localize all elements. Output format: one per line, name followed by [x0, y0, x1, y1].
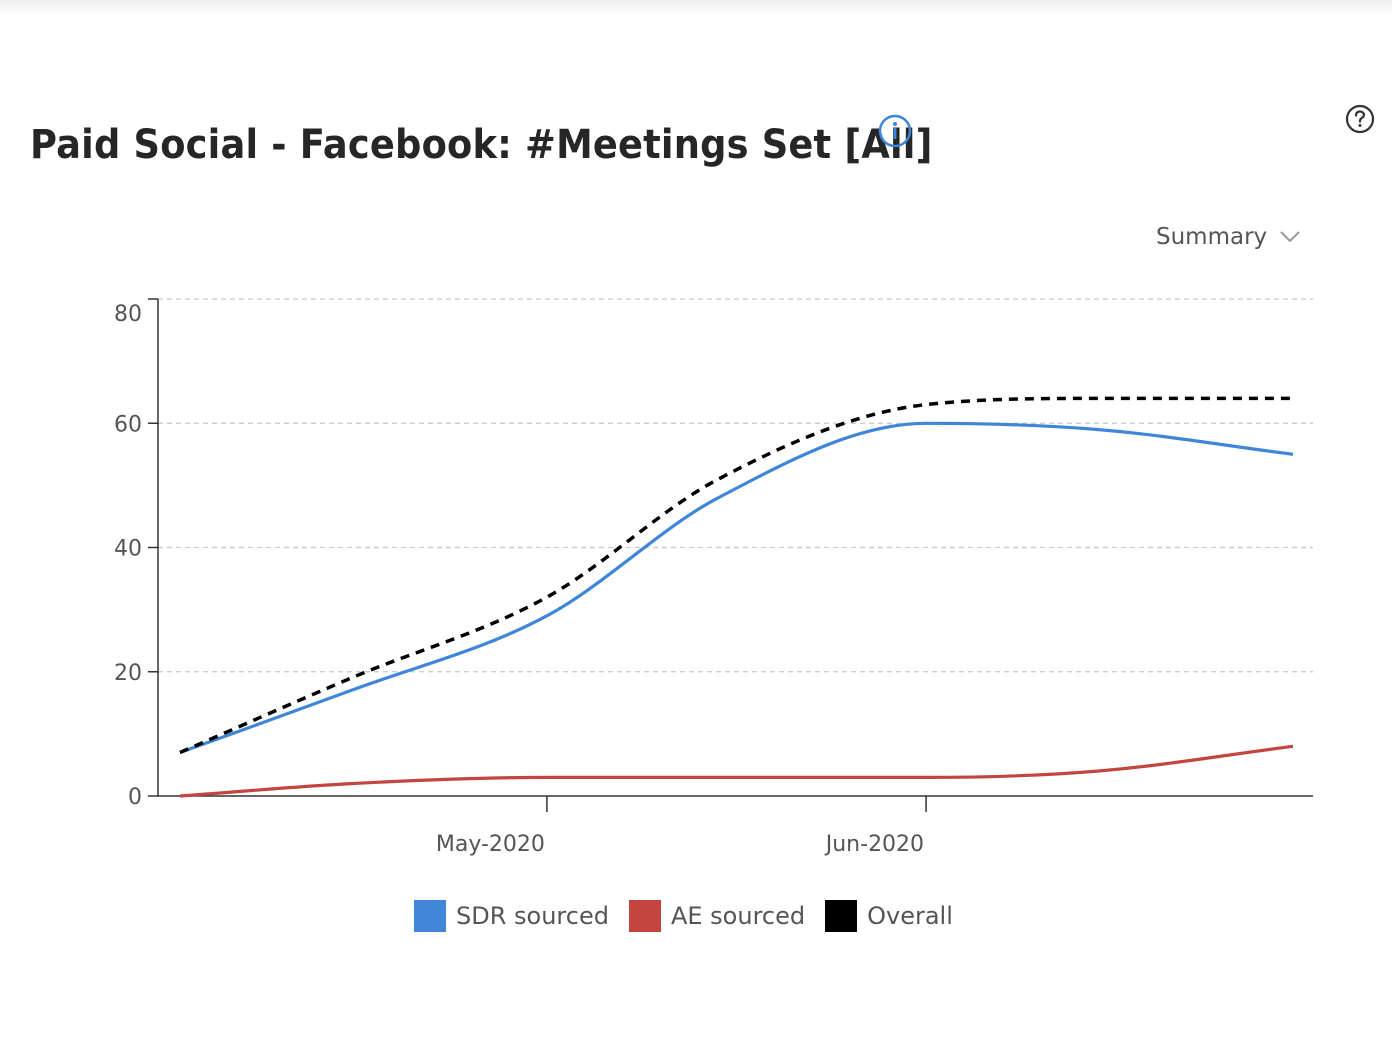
- y-tick-label: 20: [114, 661, 142, 686]
- x-tick-label: Jun-2020: [824, 832, 924, 857]
- series-line-ae-sourced: [179, 744, 1294, 798]
- series-line-overall: [179, 396, 1293, 755]
- y-tick-label: 40: [114, 537, 142, 562]
- chart-legend: SDR sourced AE sourced Overall: [414, 900, 973, 932]
- summary-label: Summary: [1156, 224, 1268, 250]
- legend-label: Overall: [867, 902, 953, 930]
- y-tick-label: 60: [114, 412, 142, 437]
- legend-item-ae-sourced[interactable]: AE sourced: [628, 900, 806, 932]
- info-icon[interactable]: [878, 114, 912, 148]
- legend-swatch: [628, 900, 661, 932]
- chevron-down-icon: [1280, 231, 1300, 243]
- legend-label: AE sourced: [670, 902, 806, 930]
- series-line-sdr-sourced: [179, 421, 1294, 755]
- legend-swatch: [414, 900, 446, 932]
- y-tick-label: 0: [128, 785, 142, 810]
- y-tick-label: 80: [114, 302, 142, 327]
- summary-dropdown[interactable]: Summary: [1156, 220, 1301, 254]
- legend-swatch: [825, 900, 858, 932]
- legend-item-overall[interactable]: Overall: [825, 900, 953, 932]
- legend-item-sdr-sourced[interactable]: SDR sourced: [414, 900, 609, 932]
- top-shadow: [0, 0, 1392, 16]
- legend-label: SDR sourced: [456, 902, 609, 930]
- x-tick-label: May-2020: [436, 832, 545, 857]
- help-question-icon[interactable]: [1344, 103, 1376, 135]
- chart-title: Paid Social - Facebook: #Meetings Set [A…: [30, 122, 933, 168]
